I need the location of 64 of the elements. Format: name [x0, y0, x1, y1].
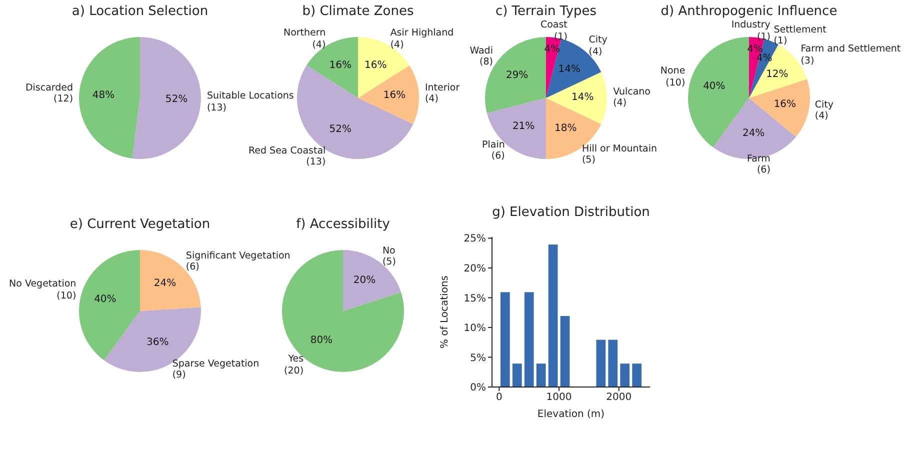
slice-label: Suitable Locations (13)	[206, 90, 294, 114]
data-label: 16%	[364, 60, 387, 72]
data-label: 20%	[353, 275, 376, 288]
data-label: 18%	[554, 122, 577, 135]
slice-label: Asir Highland (4)	[390, 28, 454, 51]
data-label: 40%	[703, 80, 726, 93]
slice-label: Hill or Mountain (5)	[582, 143, 658, 166]
slice-label: Farm (6)	[746, 153, 770, 176]
slice-label: Yes (20)	[284, 354, 304, 377]
y-tick-label: 15%	[464, 293, 486, 304]
data-label: 14%	[571, 92, 594, 104]
chart-title: f) Accessibility	[296, 217, 390, 232]
data-label: 40%	[94, 294, 116, 306]
pie-slice	[79, 37, 140, 159]
data-label: 16%	[774, 98, 796, 111]
data-label: 52%	[165, 94, 188, 106]
slice-label: City (4)	[588, 34, 608, 58]
data-label: 24%	[742, 128, 765, 140]
slice-label: Vulcano (4)	[613, 86, 650, 110]
slice-label: None (10)	[660, 66, 686, 89]
pie-slice	[306, 37, 358, 98]
data-label: 36%	[146, 337, 169, 350]
data-label: 52%	[329, 124, 352, 136]
y-axis-title: % of Locations	[440, 275, 451, 349]
data-label: 24%	[154, 278, 176, 290]
slice-label: Northern (4)	[283, 28, 326, 51]
data-label: 29%	[506, 70, 528, 82]
chart-title: d) Anthropogenic Influence	[660, 4, 838, 19]
y-tick-label: 10%	[464, 323, 486, 334]
slice-label: Discarded (12)	[25, 82, 74, 106]
slice-label: Sparse Vegetation (9)	[172, 358, 260, 382]
x-tick-label: 1000	[546, 392, 572, 404]
slice-label: Significant Vegetation (6)	[186, 250, 290, 274]
slice-label: No (5)	[382, 245, 396, 268]
y-tick-label: 5%	[470, 352, 486, 364]
x-axis-title: Elevation (m)	[537, 409, 605, 420]
chart-title: g) Elevation Distribution	[492, 205, 650, 220]
slice-label: Plain (6)	[482, 140, 505, 162]
x-tick-label: 0	[496, 392, 502, 404]
data-label: 12%	[766, 68, 788, 81]
pie-slice	[358, 37, 410, 98]
pie-slice	[132, 37, 201, 159]
y-tick-label: 25%	[464, 234, 486, 245]
chart-title: e) Current Vegetation	[70, 217, 210, 232]
data-label: 16%	[383, 90, 406, 102]
x-tick-label: 2000	[606, 392, 632, 404]
y-tick-label: 20%	[464, 264, 486, 274]
data-label: 16%	[329, 60, 352, 72]
data-label: 80%	[310, 334, 333, 347]
data-label: 48%	[92, 90, 115, 102]
slice-label: No Vegetation (10)	[9, 278, 76, 302]
slice-label: Wadi (8)	[470, 45, 493, 68]
y-tick-label: 0%	[470, 382, 486, 394]
pie-slice	[546, 72, 607, 124]
slice-label: Farm and Settlement (3)	[800, 44, 901, 67]
pie-slice	[79, 250, 140, 360]
slice-label: Red Sea Coastal (13)	[248, 145, 326, 168]
data-label: 21%	[512, 120, 535, 133]
slice-label: Interior (4)	[424, 82, 460, 106]
chart-title: b) Climate Zones	[302, 4, 414, 19]
slice-label: City (4)	[814, 99, 834, 122]
chart-title: c) Terrain Types	[495, 4, 597, 19]
chart-title: a) Location Selection	[72, 4, 208, 19]
data-label: 14%	[558, 64, 580, 76]
